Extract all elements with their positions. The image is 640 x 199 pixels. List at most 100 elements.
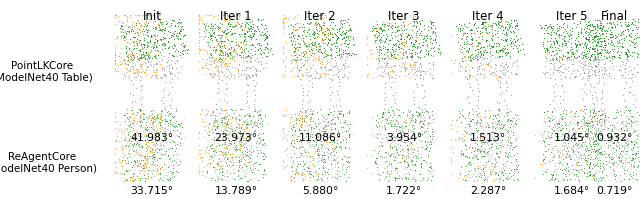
Point: [323, 73, 333, 76]
Point: [299, 120, 309, 123]
Point: [415, 46, 425, 49]
Point: [628, 131, 638, 134]
Point: [479, 136, 489, 139]
Point: [156, 126, 166, 129]
Point: [607, 152, 617, 155]
Point: [304, 42, 314, 45]
Point: [316, 146, 326, 149]
Point: [428, 29, 438, 32]
Point: [557, 57, 568, 60]
Point: [119, 114, 129, 117]
Point: [320, 169, 330, 172]
Point: [410, 52, 420, 56]
Point: [323, 173, 333, 176]
Point: [255, 108, 265, 112]
Point: [502, 85, 512, 89]
Point: [243, 134, 253, 137]
Point: [314, 127, 324, 130]
Point: [582, 24, 593, 27]
Point: [392, 121, 403, 124]
Point: [212, 124, 222, 127]
Point: [229, 178, 239, 181]
Point: [152, 159, 162, 162]
Point: [129, 128, 139, 131]
Point: [542, 47, 552, 50]
Point: [214, 58, 224, 61]
Point: [299, 28, 309, 31]
Point: [554, 153, 564, 156]
Point: [391, 166, 401, 170]
Point: [327, 35, 337, 38]
Point: [636, 39, 640, 43]
Point: [129, 149, 140, 152]
Point: [584, 116, 594, 119]
Point: [212, 24, 222, 27]
Point: [139, 13, 149, 17]
Point: [375, 27, 385, 30]
Point: [572, 160, 582, 163]
Point: [585, 158, 595, 161]
Point: [149, 42, 159, 46]
Point: [126, 50, 136, 53]
Point: [380, 110, 390, 114]
Point: [280, 166, 290, 169]
Point: [244, 136, 255, 139]
Point: [384, 65, 394, 69]
Point: [248, 43, 259, 46]
Point: [407, 49, 417, 52]
Point: [599, 71, 609, 75]
Point: [392, 133, 403, 136]
Point: [418, 97, 428, 100]
Point: [294, 21, 305, 24]
Point: [330, 23, 340, 26]
Point: [370, 160, 380, 164]
Point: [120, 13, 131, 17]
Point: [214, 143, 225, 146]
Point: [341, 138, 351, 141]
Point: [155, 116, 165, 119]
Point: [607, 167, 618, 170]
Point: [307, 53, 317, 57]
Point: [601, 56, 611, 59]
Point: [219, 18, 229, 21]
Point: [335, 147, 346, 151]
Point: [386, 33, 396, 36]
Point: [422, 140, 432, 143]
Point: [411, 34, 421, 37]
Point: [500, 127, 510, 131]
Point: [478, 128, 488, 131]
Point: [223, 67, 233, 70]
Point: [161, 76, 172, 79]
Point: [120, 143, 131, 146]
Point: [146, 169, 156, 172]
Point: [577, 141, 588, 144]
Point: [291, 118, 301, 122]
Point: [604, 156, 614, 159]
Point: [220, 115, 230, 118]
Point: [401, 135, 412, 139]
Point: [506, 29, 516, 32]
Point: [122, 112, 132, 115]
Point: [168, 139, 178, 142]
Point: [548, 90, 559, 93]
Point: [246, 118, 256, 122]
Point: [480, 151, 490, 155]
Point: [157, 178, 167, 181]
Point: [611, 35, 621, 38]
Point: [322, 128, 332, 131]
Point: [289, 49, 299, 53]
Point: [423, 110, 433, 113]
Point: [194, 34, 204, 38]
Point: [224, 76, 234, 79]
Point: [379, 29, 389, 32]
Point: [457, 57, 467, 60]
Point: [500, 52, 510, 55]
Point: [115, 30, 125, 33]
Point: [539, 73, 549, 76]
Point: [588, 173, 598, 176]
Point: [297, 118, 307, 121]
Point: [208, 46, 218, 49]
Point: [595, 167, 605, 170]
Point: [493, 107, 503, 111]
Point: [236, 140, 246, 143]
